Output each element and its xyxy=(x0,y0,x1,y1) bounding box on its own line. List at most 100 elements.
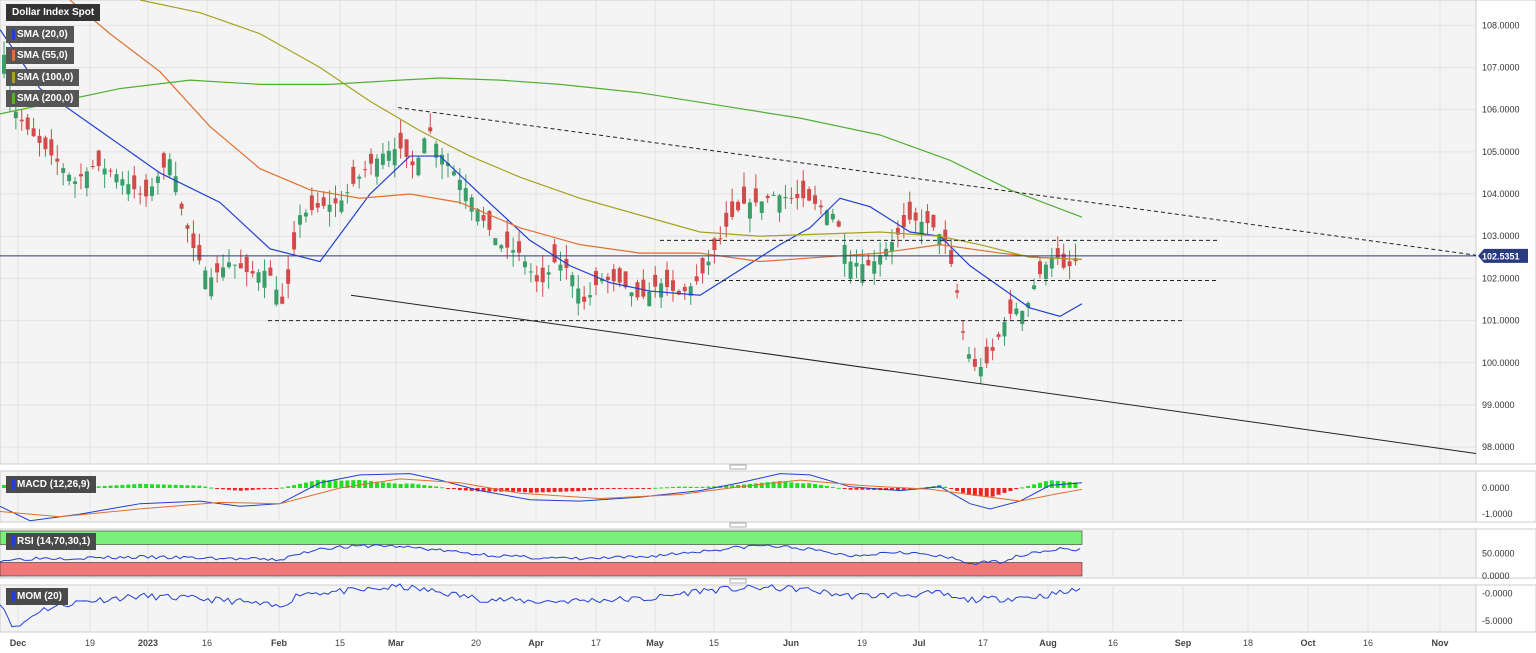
sma-line-1 xyxy=(69,0,1083,263)
rsi-label[interactable]: RSI (14,70,30,1) xyxy=(6,533,97,550)
macd-bar xyxy=(694,486,699,488)
candle-body xyxy=(688,286,693,296)
candle-body xyxy=(694,276,699,282)
macd-bar xyxy=(303,482,308,488)
macd-bar xyxy=(422,485,427,488)
indicator-sma-55[interactable]: SMA (55,0) xyxy=(6,47,74,64)
candle-body xyxy=(244,256,249,273)
candle-body xyxy=(404,139,409,157)
candle-body xyxy=(824,210,829,225)
candle-body xyxy=(298,215,302,225)
trendline-1 xyxy=(350,294,1477,454)
candle-body xyxy=(434,143,439,158)
candle-body xyxy=(440,154,445,165)
macd-bar xyxy=(517,488,522,492)
candle-body xyxy=(286,269,291,284)
macd-bar xyxy=(564,488,569,492)
macd-bar xyxy=(167,484,172,488)
candle-body xyxy=(984,346,989,364)
indicator-sma-100[interactable]: SMA (100,0) xyxy=(6,69,80,86)
macd-bar xyxy=(688,486,693,488)
candle-body xyxy=(830,213,835,220)
x-tick-label: 16 xyxy=(202,638,212,648)
macd-bar xyxy=(203,486,208,488)
candle-body xyxy=(635,282,640,298)
candle-body xyxy=(363,169,368,171)
candle-body xyxy=(676,290,681,295)
macd-bar xyxy=(339,480,344,488)
candle-body xyxy=(238,263,243,269)
candle-body xyxy=(1043,264,1048,279)
candle-body xyxy=(647,291,652,307)
macd-bar xyxy=(588,488,593,491)
macd-bar xyxy=(357,480,362,488)
candle-body xyxy=(274,289,279,305)
macd-bar xyxy=(398,483,403,488)
candle-body xyxy=(570,275,575,287)
candle-body xyxy=(925,211,930,224)
macd-bar xyxy=(984,488,989,498)
candle-body xyxy=(475,208,480,222)
macd-bar xyxy=(635,488,640,489)
macd-bar xyxy=(221,488,226,490)
y-tick-label: 104.0000 xyxy=(1482,189,1520,199)
macd-label[interactable]: MACD (12,26,9) xyxy=(6,476,96,493)
candle-body xyxy=(522,261,527,268)
candle-body xyxy=(19,119,24,122)
macd-bar xyxy=(901,488,906,490)
candle-body xyxy=(860,264,865,283)
indicator-sma-200[interactable]: SMA (200,0) xyxy=(6,90,80,107)
candle-body xyxy=(303,212,308,217)
indicator-sma-20-label: SMA (20,0) xyxy=(17,29,68,40)
candle-body xyxy=(386,150,391,161)
macd-bar xyxy=(150,484,154,488)
macd-bar xyxy=(493,488,498,492)
candle-body xyxy=(215,263,220,273)
macd-bar xyxy=(1073,482,1078,488)
candle-body xyxy=(961,331,966,333)
macd-bar xyxy=(670,486,675,488)
candle-body xyxy=(321,197,326,206)
candle-body xyxy=(996,334,1001,337)
macd-bar xyxy=(191,485,196,488)
candle-body xyxy=(789,197,794,199)
macd-bar xyxy=(1032,484,1037,488)
indicator-sma-55-label: SMA (55,0) xyxy=(17,50,68,61)
macd-bar xyxy=(848,488,853,490)
macd-bar xyxy=(1038,482,1042,488)
candle-body xyxy=(540,267,545,283)
macd-bar xyxy=(611,488,616,489)
candle-body xyxy=(345,192,350,194)
macd-bar xyxy=(665,487,670,489)
mom-label[interactable]: MOM (20) xyxy=(6,588,68,605)
macd-bar xyxy=(594,488,598,490)
y-tick-label: 108.0000 xyxy=(1482,20,1520,30)
candle-body xyxy=(588,295,593,298)
candle-body xyxy=(309,195,314,211)
macd-bar xyxy=(428,485,433,488)
x-tick-label: Oct xyxy=(1300,638,1315,648)
macd-bar xyxy=(558,488,563,492)
candle-body xyxy=(374,158,379,177)
mom-y-tick: -0.0000 xyxy=(1482,588,1513,598)
macd-bar xyxy=(949,488,954,489)
indicator-sma-20[interactable]: SMA (20,0) xyxy=(6,26,74,43)
macd-bar xyxy=(570,488,575,492)
macd-bar xyxy=(676,486,681,488)
pane-3-axis-area xyxy=(1475,584,1536,633)
candle-body xyxy=(398,132,403,149)
macd-bar xyxy=(374,481,379,488)
candle-body xyxy=(670,280,675,291)
pane-3-background xyxy=(0,584,1477,633)
macd-bar xyxy=(446,488,450,489)
macd-bar xyxy=(777,481,782,488)
candle-body xyxy=(665,269,670,288)
macd-bar xyxy=(173,484,178,488)
candle-body xyxy=(13,111,18,119)
macd-bar xyxy=(860,488,865,490)
macd-bar xyxy=(682,486,687,488)
candle-body xyxy=(457,179,462,190)
macd-bar xyxy=(1014,488,1019,490)
candle-body xyxy=(836,221,841,227)
